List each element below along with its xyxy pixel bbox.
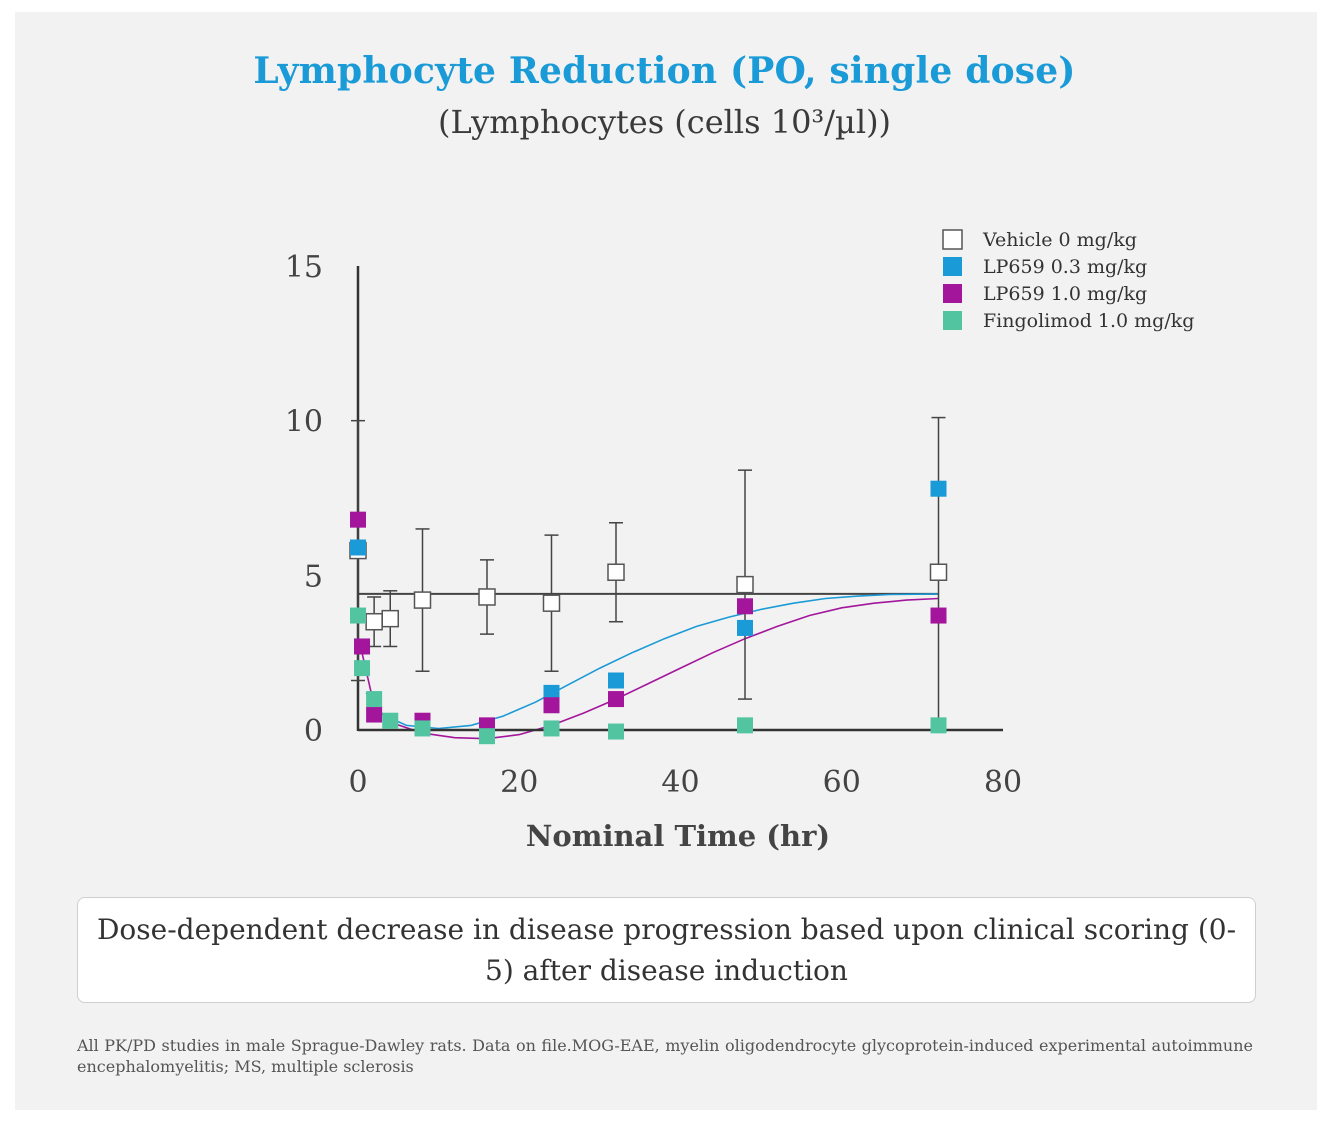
- point-fingolimod-1-0-mg-kg: [354, 660, 371, 677]
- x-tick-label: 60: [823, 765, 861, 800]
- data-points: [349, 480, 948, 745]
- point-fingolimod-1-0-mg-kg: [930, 717, 947, 734]
- lymphocyte-chart: 0 5 10 15 0 20 40 60 80 Nominal Time (hr) Vehicl…: [285, 229, 1195, 853]
- fit-line-lp659-1-0-mg-kg: [361, 597, 939, 740]
- x-tick-label: 20: [500, 765, 538, 800]
- y-tick-label: 5: [304, 559, 323, 594]
- point-vehicle-0-mg-kg: [736, 575, 754, 594]
- point-lp659-0-3-mg-kg: [737, 619, 753, 636]
- fit-curves: [358, 592, 939, 740]
- point-fingolimod-1-0-mg-kg: [382, 712, 399, 729]
- point-lp659-0-3-mg-kg: [350, 539, 366, 556]
- point-vehicle-0-mg-kg: [365, 612, 383, 631]
- caption-text: Dose-dependent decrease in disease progr…: [96, 913, 1237, 987]
- legend-label: Vehicle 0 mg/kg: [982, 229, 1137, 251]
- x-axis-label: Nominal Time (hr): [526, 819, 830, 853]
- legend-swatch: [943, 257, 962, 276]
- point-vehicle-0-mg-kg: [478, 588, 496, 606]
- point-vehicle-0-mg-kg: [542, 594, 561, 612]
- error-bars: [351, 416, 946, 728]
- chart-subtitle: (Lymphocytes (cells 10³/µl)): [437, 103, 892, 141]
- x-tick-label: 40: [661, 765, 699, 800]
- x-tick-label: 80: [984, 765, 1022, 800]
- caption-box: Dose-dependent decrease in disease progr…: [77, 897, 1256, 1003]
- x-tick-label: 0: [348, 765, 367, 800]
- point-fingolimod-1-0-mg-kg: [350, 607, 366, 624]
- point-lp659-1-0-mg-kg: [354, 638, 371, 655]
- point-lp659-0-3-mg-kg: [608, 672, 624, 689]
- y-tick-label: 10: [285, 405, 323, 440]
- point-lp659-1-0-mg-kg: [737, 598, 753, 615]
- point-lp659-1-0-mg-kg: [543, 697, 560, 714]
- point-fingolimod-1-0-mg-kg: [543, 720, 560, 737]
- point-lp659-1-0-mg-kg: [930, 607, 947, 624]
- point-vehicle-0-mg-kg: [381, 609, 399, 628]
- y-tick-label: 15: [285, 250, 323, 285]
- legend-swatch: [942, 229, 963, 250]
- point-lp659-0-3-mg-kg: [930, 480, 947, 497]
- point-lp659-1-0-mg-kg: [366, 706, 383, 723]
- y-tick-label: 0: [304, 714, 323, 749]
- legend-swatch: [943, 311, 962, 330]
- point-fingolimod-1-0-mg-kg: [608, 723, 624, 740]
- chart-axes: [356, 266, 1003, 732]
- legend-label: LP659 0.3 mg/kg: [983, 256, 1147, 278]
- point-vehicle-0-mg-kg: [929, 563, 948, 581]
- point-fingolimod-1-0-mg-kg: [366, 691, 383, 708]
- point-fingolimod-1-0-mg-kg: [737, 717, 753, 734]
- point-lp659-1-0-mg-kg: [608, 691, 624, 708]
- footnote: All PK/PD studies in male Sprague-Dawley…: [77, 1036, 1253, 1076]
- point-fingolimod-1-0-mg-kg: [479, 728, 495, 745]
- point-fingolimod-1-0-mg-kg: [414, 720, 431, 737]
- tick-labels: 0 5 10 15 0 20 40 60 80: [285, 250, 1022, 800]
- fit-line-lp659-0-3-mg-kg: [365, 593, 939, 730]
- legend-label: Fingolimod 1.0 mg/kg: [983, 310, 1194, 332]
- chart-title: Lymphocyte Reduction (PO, single dose): [253, 50, 1076, 92]
- point-lp659-1-0-mg-kg: [350, 511, 366, 528]
- legend-swatch: [943, 284, 962, 303]
- legend-label: LP659 1.0 mg/kg: [983, 283, 1147, 305]
- point-vehicle-0-mg-kg: [413, 591, 432, 609]
- point-lp659-0-3-mg-kg: [543, 684, 560, 701]
- legend: Vehicle 0 mg/kg LP659 0.3 mg/kg LP659 1.0 …: [942, 229, 1194, 332]
- point-vehicle-0-mg-kg: [607, 563, 625, 581]
